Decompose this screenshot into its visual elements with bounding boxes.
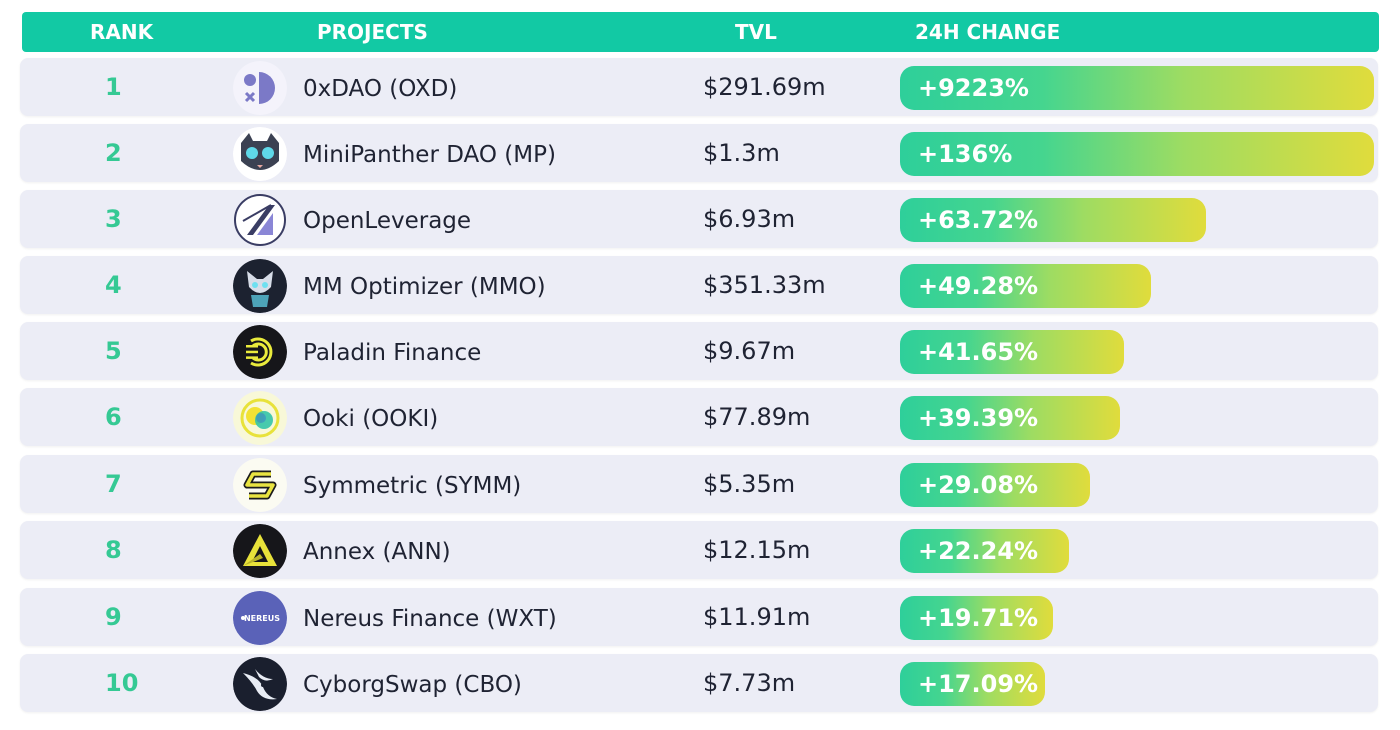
- project-name: OpenLeverage: [303, 208, 472, 234]
- tvl-value: $5.35m: [703, 470, 796, 498]
- change-value: +49.28%: [918, 272, 1039, 300]
- change-bar: +41.65%: [900, 330, 1124, 374]
- project-name: MiniPanther DAO (MP): [303, 142, 556, 168]
- rank-number: 4: [105, 271, 122, 299]
- table-row[interactable]: 6 Ooki (OOKI) $77.89m +39.39%: [20, 388, 1378, 446]
- tvl-value: $12.15m: [703, 536, 811, 564]
- change-value: +136%: [918, 140, 1013, 168]
- project-name: Paladin Finance: [303, 340, 482, 366]
- header-projects: PROJECTS: [317, 20, 428, 44]
- change-bar: +136%: [900, 132, 1374, 176]
- tvl-value: $351.33m: [703, 271, 826, 299]
- paladin-logo-icon: [233, 325, 287, 379]
- change-bar: +49.28%: [900, 264, 1151, 308]
- tvl-value: $1.3m: [703, 139, 780, 167]
- table-row[interactable]: 1 0xDAO (OXD) $291.69m +9223%: [20, 58, 1378, 116]
- change-value: +41.65%: [918, 338, 1039, 366]
- rank-number: 5: [105, 337, 122, 365]
- project-name: Symmetric (SYMM): [303, 473, 522, 499]
- oxdao-logo-icon: [233, 61, 287, 115]
- change-value: +63.72%: [918, 206, 1039, 234]
- nereus-logo-text: NEREUS: [244, 614, 280, 623]
- rank-number: 8: [105, 536, 122, 564]
- annex-logo-icon: [233, 524, 287, 578]
- table-row[interactable]: 8 Annex (ANN) $12.15m +22.24%: [20, 521, 1378, 579]
- change-value: +29.08%: [918, 471, 1039, 499]
- project-name: MM Optimizer (MMO): [303, 274, 546, 300]
- change-bar: +19.71%: [900, 596, 1053, 640]
- project-name: 0xDAO (OXD): [303, 76, 458, 102]
- panther-logo-icon: [233, 127, 287, 181]
- header-24h-change: 24H CHANGE: [915, 20, 1061, 44]
- change-value: +22.24%: [918, 537, 1039, 565]
- change-value: +19.71%: [918, 604, 1039, 632]
- tvl-value: $11.91m: [703, 603, 811, 631]
- tvl-value: $7.73m: [703, 669, 796, 697]
- project-name: CyborgSwap (CBO): [303, 672, 522, 698]
- table-row[interactable]: 10 CyborgSwap (CBO) $7.73m +17.09%: [20, 654, 1378, 712]
- table-row[interactable]: 5 Paladin Finance $9.67m +41.65%: [20, 322, 1378, 380]
- change-bar: +63.72%: [900, 198, 1206, 242]
- change-bar: +9223%: [900, 66, 1374, 110]
- rank-number: 7: [105, 470, 122, 498]
- change-bar: +17.09%: [900, 662, 1045, 706]
- ooki-logo-icon: [233, 391, 287, 445]
- change-value: +39.39%: [918, 404, 1039, 432]
- rank-number: 1: [105, 73, 122, 101]
- table-row[interactable]: 7 Symmetric (SYMM) $5.35m +29.08%: [20, 455, 1378, 513]
- change-bar: +22.24%: [900, 529, 1069, 573]
- header-rank: RANK: [90, 20, 154, 44]
- nereus-logo-icon: NEREUS: [233, 591, 287, 645]
- openleverage-logo-icon: [233, 193, 287, 247]
- table-row[interactable]: 3 OpenLeverage $6.93m +63.72%: [20, 190, 1378, 248]
- project-name: Annex (ANN): [303, 539, 451, 565]
- table-row[interactable]: 9 NEREUS Nereus Finance (WXT) $11.91m +1…: [20, 588, 1378, 646]
- header-tvl: TVL: [735, 20, 777, 44]
- rank-number: 3: [105, 205, 122, 233]
- change-value: +9223%: [918, 74, 1029, 102]
- tvl-value: $291.69m: [703, 73, 826, 101]
- tvl-value: $77.89m: [703, 403, 811, 431]
- tvl-value: $9.67m: [703, 337, 796, 365]
- rank-number: 2: [105, 139, 122, 167]
- cyborgswap-logo-icon: [233, 657, 287, 711]
- table-row[interactable]: 2 MiniPanther DAO (MP) $1.3m +136%: [20, 124, 1378, 182]
- rank-number: 9: [105, 603, 122, 631]
- change-value: +17.09%: [918, 670, 1039, 698]
- table-row[interactable]: 4 MM Optimizer (MMO) $351.33m +49.28%: [20, 256, 1378, 314]
- rank-number: 6: [105, 403, 122, 431]
- project-name: Ooki (OOKI): [303, 406, 439, 432]
- change-bar: +39.39%: [900, 396, 1120, 440]
- table-header: RANK PROJECTS TVL 24H CHANGE: [22, 12, 1379, 52]
- project-name: Nereus Finance (WXT): [303, 606, 557, 632]
- tvl-value: $6.93m: [703, 205, 796, 233]
- rank-number: 10: [105, 669, 139, 697]
- symmetric-logo-icon: [233, 458, 287, 512]
- change-bar: +29.08%: [900, 463, 1090, 507]
- mmo-logo-icon: [233, 259, 287, 313]
